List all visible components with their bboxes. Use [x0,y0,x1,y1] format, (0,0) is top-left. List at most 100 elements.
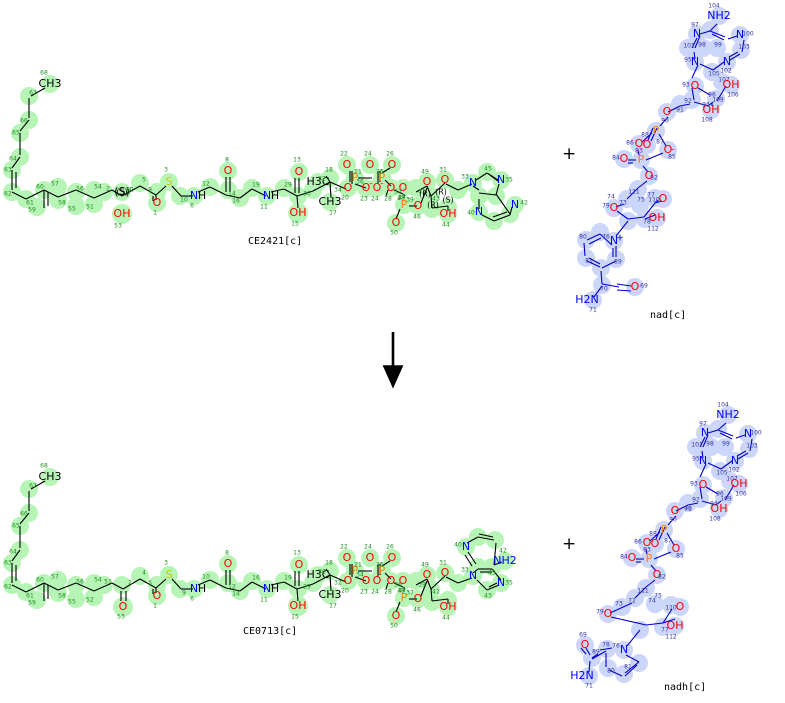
atom-symbol-ce0713-26: O [423,568,432,581]
atom-map-number-nad-c75: 75 [637,197,645,204]
atom-symbol-ce2421-30: N [469,176,477,189]
atom-map-number-ce0713-c34: 34 [356,572,364,579]
atom-map-number-nadh-c91: 91 [684,506,692,513]
atom-symbol-ce0713-10: OH [290,599,307,612]
atom-map-number-nadh-112: 112 [665,634,677,641]
atom-map-number-nadh-104: 104 [717,402,729,409]
atom-symbol-nadh-2: N [744,427,752,440]
atom-map-number-ce2421-c2: 2 [106,186,110,193]
atom-symbol-nad-7: OH [703,103,720,116]
atom-map-number-ce2421-42: 42 [520,200,528,207]
plus-operator-reactants: + [562,144,577,164]
atom-map-number-ce0713-40: 40 [454,542,462,549]
atom-symbol-ce0713-31: N [462,540,470,553]
product-2-label: nadh[c] [664,682,707,693]
atom-symbol-ce0713-18: O [366,551,375,564]
atom-map-number-ce2421-23: 23 [360,196,368,203]
atom-symbol-ce2421-9: H [271,189,279,202]
atom-map-number-nadh-100: 100 [750,430,762,437]
atom-symbol-nadh-18: OH [667,619,684,632]
atom-map-number-nadh-c101: 101 [691,442,703,449]
atom-map-number-nad-c94: 94 [702,102,710,109]
atom-map-number-ce2421-c62: 62 [4,191,12,198]
atom-symbol-nadh-7: OH [711,502,728,515]
atom-map-number-nadh-69: 69 [579,632,587,639]
atom-map-number-ce0713-c37: 37 [406,590,414,597]
atom-map-number-ce0713-24: 24 [364,544,372,551]
atom-symbol-ce0713-17: O [373,574,382,587]
atom-map-number-nad-c105: 105 [708,71,720,78]
atom-symbol-nadh-4: N [731,454,739,467]
atom-map-number-ce0713-c62: 62 [4,584,12,591]
atom-map-number-ce2421-44: 44 [442,222,450,229]
atom-map-number-nadh-c80: 80 [607,668,615,675]
atom-symbol-ce0713-7: N [263,582,271,595]
atom-map-number-nadh-c74: 74 [648,598,656,605]
atom-symbol-ce0713-2: S [166,568,173,581]
atom-map-number-ce2421-35: 35 [505,177,513,184]
atom-symbol-nadh-10: P [661,523,668,536]
atom-symbol-nad-11: O [635,137,644,150]
atom-symbol-nadh-20: H2N [570,669,594,682]
atom-map-number-nadh-c73: 73 [615,601,623,608]
atom-map-number-ce2421-c65: 65 [12,130,20,137]
atom-symbol-nadh-15: O [653,568,662,581]
atom-map-number-nadh-c94: 94 [710,501,718,508]
atom-map-number-ce0713-44: 44 [442,615,450,622]
atom-map-number-ce2421-11: 11 [260,204,268,211]
atom-map-number-ce0713-c60: 60 [36,577,44,584]
atom-map-number-ce2421-c34: 34 [334,187,342,194]
atom-symbol-nad-20: H2N [575,293,599,306]
atom-symbol-ce0713-21: O [387,574,396,587]
atom-symbol-ce2421-31: N [497,173,505,186]
atom-symbol-nad-2: N [736,28,744,41]
atom-symbol-ce0713-29: N [469,569,477,582]
atom-map-number-ce2421-13: 13 [293,157,301,164]
atom-map-number-nadh-c81: 81 [624,664,632,671]
atom-map-number-ce0713-c58: 58 [58,593,66,600]
atom-map-number-ce0713-23: 23 [360,589,368,596]
atom-map-number-ce0713-25: 25 [376,562,384,569]
bond-layer-ce2421 [11,87,513,222]
atom-symbol-ce2421-13: CH3 [319,195,342,208]
atom-symbol-nad-6: OH [723,78,740,91]
atom-map-number-nadh-c78: 78 [602,642,610,649]
atom-map-number-nad-88: 88 [641,132,649,139]
atom-map-number-ce0713-24: 24 [371,589,379,596]
atom-symbol-ce0713-0: CH3 [39,470,62,483]
atom-map-number-nadh-102: 102 [728,467,740,474]
highlight-layer-nad [577,7,750,309]
atom-map-number-ce2421-15: 15 [291,221,299,228]
atom-map-number-nadh-106: 106 [735,491,747,498]
atom-map-number-ce2421-c67: 67 [29,90,37,97]
atom-map-number-ce0713-35: 35 [505,580,513,587]
atom-map-number-ce0713-c45: 45 [488,570,496,577]
atom-map-number-ce2421-c64: 64 [9,156,17,163]
atom-map-number-ce0713-c41: 41 [432,589,440,596]
atom-map-number-ce0713-c29: 29 [303,584,311,591]
atom-symbol-ce2421-11: OH [290,206,307,219]
atom-map-number-nadh-93: 93 [690,481,698,488]
atom-map-number-nad-86: 86 [626,140,634,147]
atom-map-number-ce0713-c39: 39 [418,582,426,589]
atom-map-number-ce0713-c51: 51 [104,579,112,586]
atom-map-number-nadh-c111: 111 [637,588,649,595]
atom-map-number-nad-c92: 92 [684,98,692,105]
atom-map-number-nadh-76: 76 [612,643,620,650]
atom-symbol-ce2421-24: P [401,198,408,211]
atom-symbol-nad-13: P [638,153,645,166]
atom-map-number-ce2421-c4: 4 [128,187,132,194]
atom-map-number-nad-c78: 78 [643,219,651,226]
atom-map-number-ce2421-c45: 45 [484,166,492,173]
stereo-label-R-32: (R) [435,188,447,197]
atom-map-number-nadh-c103: 103 [746,443,758,450]
atom-symbol-nadh-13: P [646,552,653,565]
atom-map-number-ce2421-c41: 41 [418,189,426,196]
reactant-1-label: CE2421[c] [248,236,303,247]
atom-map-number-ce0713-c66: 66 [20,511,28,518]
atom-map-number-ce2421-68: 68 [40,70,48,77]
atom-map-number-ce0713-c16: 16 [252,575,260,582]
